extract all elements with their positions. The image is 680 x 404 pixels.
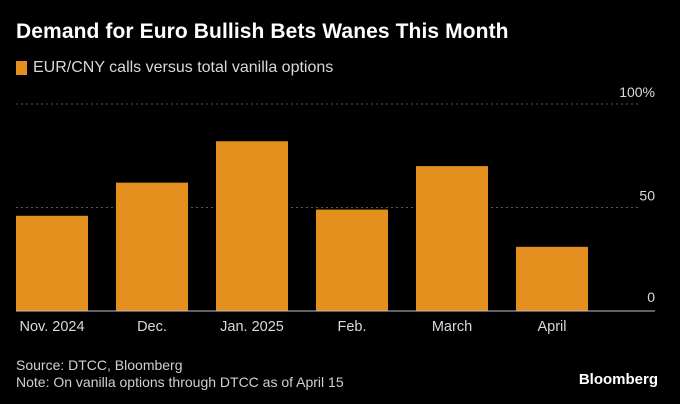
- bar: [516, 246, 588, 311]
- x-tick-label: April: [537, 319, 566, 335]
- chart-title: Demand for Euro Bullish Bets Wanes This …: [16, 20, 509, 43]
- y-tick-label: 50: [639, 188, 655, 204]
- x-tick-label: Dec.: [137, 319, 167, 335]
- y-tick-label: 100%: [619, 84, 655, 100]
- bar: [216, 141, 288, 311]
- bloomberg-logo: Bloomberg: [578, 371, 658, 388]
- bar: [16, 215, 88, 311]
- bar: [116, 182, 188, 311]
- x-tick-label: Feb.: [337, 319, 366, 335]
- x-tick-label: Jan. 2025: [220, 319, 284, 335]
- bar: [316, 209, 388, 311]
- legend: EUR/CNY calls versus total vanilla optio…: [16, 59, 333, 77]
- legend-swatch: [16, 61, 27, 75]
- bar: [416, 166, 488, 311]
- y-tick-label: 0: [647, 289, 655, 305]
- footnote: Note: On vanilla options through DTCC as…: [16, 374, 344, 390]
- footer: Source: DTCC, Bloomberg Note: On vanilla…: [16, 357, 344, 391]
- x-tick-label: Nov. 2024: [19, 319, 84, 335]
- source-note: Source: DTCC, Bloomberg: [16, 357, 183, 373]
- legend-label: EUR/CNY calls versus total vanilla optio…: [33, 59, 334, 76]
- x-tick-label: March: [432, 319, 472, 335]
